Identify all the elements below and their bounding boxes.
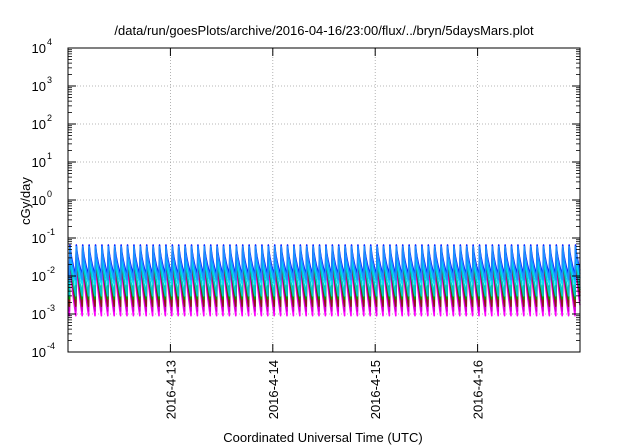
y-tick-exponent: -1 [47,227,55,237]
y-tick-label: 10 [32,269,46,284]
y-tick-label: 10 [32,231,46,246]
y-tick-label: 10 [32,155,46,170]
x-tick-label: 2016-4-16 [471,360,486,419]
x-tick-label: 2016-4-13 [163,360,178,419]
y-tick-label: 10 [32,41,46,56]
series-layer [67,244,581,317]
y-tick-label: 10 [32,79,46,94]
y-axis-label: cGy/day [18,177,33,225]
y-tick-exponent: -2 [47,265,55,275]
y-tick-exponent: 0 [47,189,52,199]
y-tick-exponent: 1 [47,151,52,161]
y-tick-label: 10 [32,117,46,132]
y-tick-label: 10 [32,193,46,208]
ticks [68,47,580,353]
chart-title: /data/run/goesPlots/archive/2016-04-16/2… [114,23,534,38]
series-line [67,245,581,281]
y-tick-label: 10 [32,307,46,322]
y-tick-exponent: 4 [47,37,52,47]
y-tick-exponent: 2 [47,113,52,123]
x-axis-label: Coordinated Universal Time (UTC) [223,430,422,445]
y-tick-exponent: -3 [47,303,55,313]
x-tick-label: 2016-4-15 [368,360,383,419]
y-tick-label: 10 [32,345,46,360]
y-tick-exponent: 3 [47,75,52,85]
x-tick-labels: 2016-4-13 2016-4-14 2016-4-15 2016-4-16 [163,360,485,419]
x-tick-label: 2016-4-14 [266,360,281,419]
y-tick-exponent: -4 [47,341,55,351]
